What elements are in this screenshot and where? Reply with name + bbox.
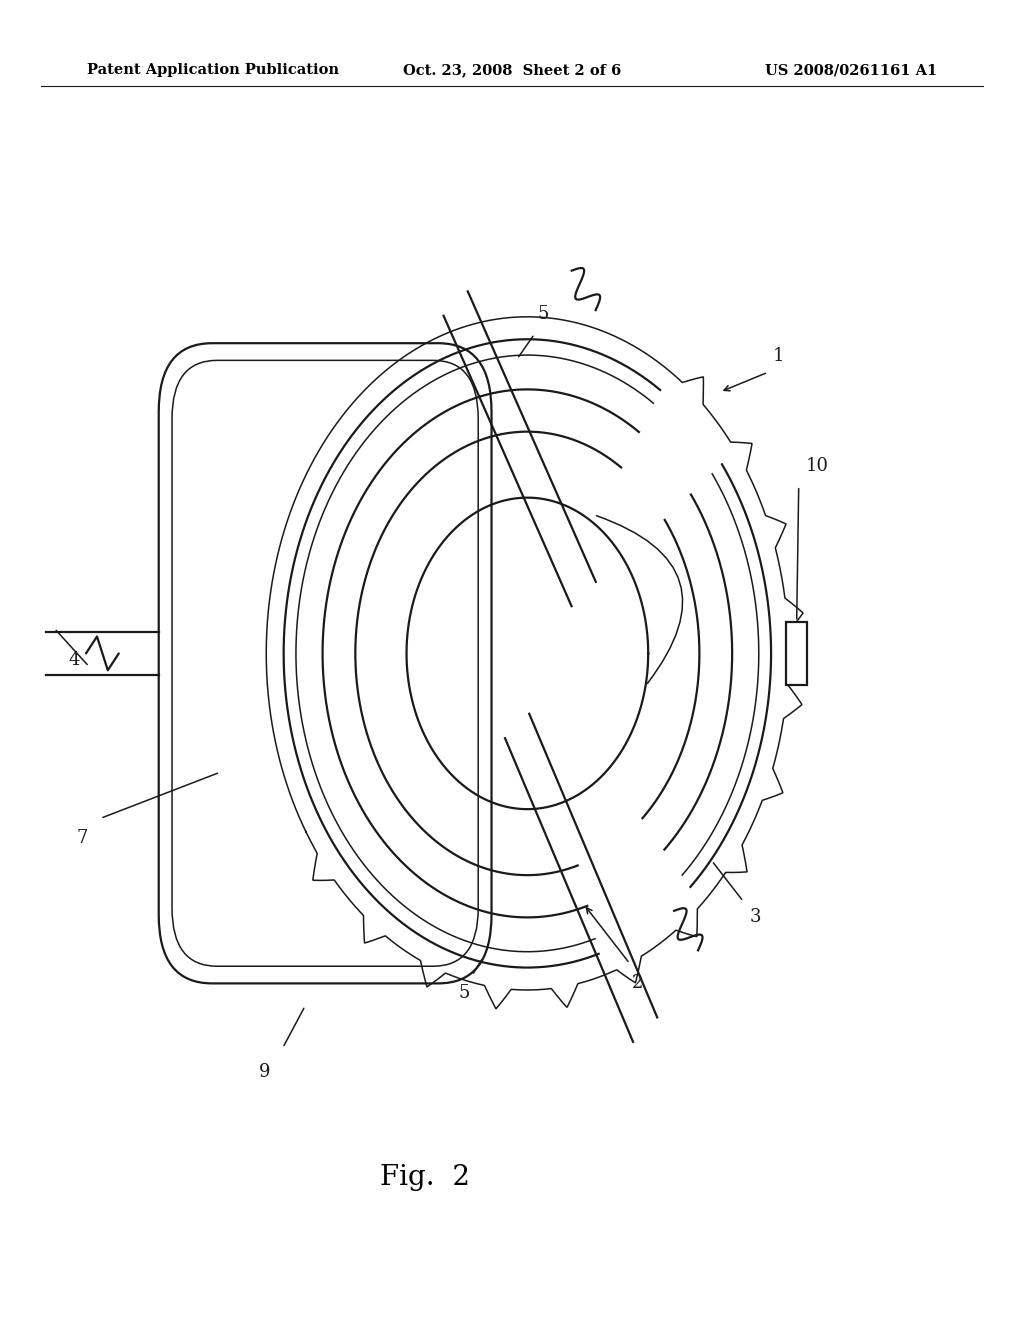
Text: 5: 5 [458, 983, 470, 1002]
Text: 9: 9 [258, 1063, 270, 1081]
Text: 7: 7 [76, 829, 88, 847]
Text: 2: 2 [632, 974, 644, 993]
Text: 10: 10 [806, 457, 828, 475]
Text: 4: 4 [68, 651, 80, 669]
Text: Fig.  2: Fig. 2 [380, 1164, 470, 1191]
Text: US 2008/0261161 A1: US 2008/0261161 A1 [765, 63, 937, 78]
Text: Oct. 23, 2008  Sheet 2 of 6: Oct. 23, 2008 Sheet 2 of 6 [402, 63, 622, 78]
Text: Patent Application Publication: Patent Application Publication [87, 63, 339, 78]
FancyArrowPatch shape [597, 516, 683, 684]
Text: 5: 5 [537, 305, 549, 323]
Text: 1: 1 [772, 347, 784, 366]
Text: 3: 3 [750, 908, 762, 927]
Bar [786, 622, 807, 685]
